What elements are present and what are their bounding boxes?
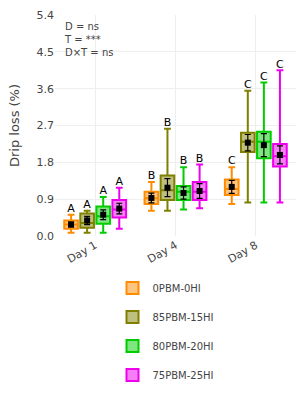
svg-text:D = nsT = ***D×T = ns: D = nsT = ***D×T = ns bbox=[64, 21, 113, 58]
svg-text:A: A bbox=[99, 184, 107, 197]
svg-text:C: C bbox=[244, 78, 252, 91]
svg-text:Drip loss (%): Drip loss (%) bbox=[7, 84, 22, 167]
svg-text:A: A bbox=[67, 202, 75, 215]
svg-text:0.0: 0.0 bbox=[37, 230, 55, 243]
svg-text:5.4: 5.4 bbox=[37, 9, 55, 22]
svg-text:C: C bbox=[228, 154, 236, 167]
svg-text:Day 8: Day 8 bbox=[226, 239, 260, 266]
svg-text:1.8: 1.8 bbox=[37, 156, 55, 169]
svg-text:0PBM-0HI: 0PBM-0HI bbox=[153, 283, 201, 294]
svg-text:3.6: 3.6 bbox=[37, 83, 55, 96]
svg-text:Day 4: Day 4 bbox=[145, 239, 179, 266]
svg-text:0.9: 0.9 bbox=[37, 193, 55, 206]
svg-text:2.7: 2.7 bbox=[37, 119, 55, 132]
svg-text:A: A bbox=[116, 175, 124, 188]
svg-text:Day 1: Day 1 bbox=[65, 239, 99, 266]
svg-text:4.5: 4.5 bbox=[37, 46, 55, 59]
svg-text:A: A bbox=[83, 198, 91, 211]
svg-text:B: B bbox=[164, 116, 172, 129]
svg-text:C: C bbox=[276, 58, 284, 71]
svg-text:85PBM-15HI: 85PBM-15HI bbox=[153, 312, 214, 323]
svg-text:B: B bbox=[148, 169, 156, 182]
svg-text:80PBM-20HI: 80PBM-20HI bbox=[153, 341, 214, 352]
svg-text:C: C bbox=[260, 70, 268, 83]
svg-text:75PBM-25HI: 75PBM-25HI bbox=[153, 370, 214, 381]
svg-text:B: B bbox=[196, 152, 204, 165]
svg-text:B: B bbox=[180, 154, 188, 167]
